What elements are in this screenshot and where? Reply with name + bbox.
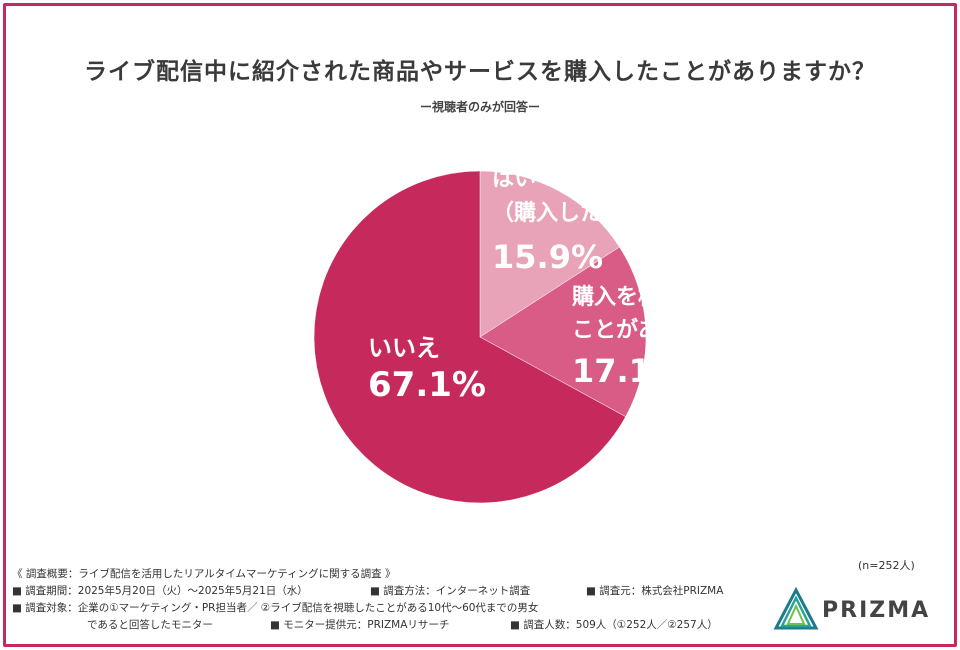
slice-3-label-line-1: いいえ — [368, 334, 440, 362]
slice-1-label-line-1: はい — [492, 167, 536, 192]
logo-text: PRIZMA — [822, 598, 931, 623]
pie-slice-2 — [479, 246, 647, 418]
slice-3-value-label: 67.1% — [368, 365, 486, 405]
pie-slice-3 — [313, 170, 626, 504]
pie-slice-1 — [479, 170, 620, 338]
notes-provider: ■ モニター提供元：PRIZMAリサーチ — [270, 619, 450, 631]
notes-period: ■ 調査期間：2025年5月20日（火）〜2025年5月21日（水） — [12, 585, 308, 597]
notes-count: ■ 調査人数：509人（①252人／②257人） — [510, 619, 718, 631]
slice-1-value-label: 15.9% — [492, 238, 603, 276]
chart-title: ライブ配信中に紹介された商品やサービスを購入したことがありますか？ — [84, 59, 876, 85]
prism-logo-icon — [773, 586, 819, 630]
slice-2-label-line-2: ことがある — [572, 317, 682, 343]
slice-1-label-line-2: （購入したことがある） — [492, 200, 734, 226]
chart-subtitle: ー視聴者のみが回答ー — [419, 100, 540, 114]
notes-source: ■ 調査元：株式会社PRIZMA — [586, 585, 724, 597]
notes-target: ■ 調査対象：企業の①マーケティング・PR担当者／ ②ライブ配信を視聴したことが… — [12, 602, 539, 614]
sample-size-note: (n=252人) — [858, 559, 915, 572]
slice-2-value-label: 17.1% — [572, 352, 683, 390]
notes-method: ■ 調査方法：インターネット調査 — [370, 585, 531, 597]
notes-heading: 《 調査概要：ライブ配信を活用したリアルタイムマーケティングに関する調査 》 — [12, 568, 396, 580]
notes-target-continued: であると回答したモニター — [87, 619, 213, 631]
slice-2-label-line-1: 購入を検討した — [572, 284, 726, 310]
prizma-logo: PRIZMA — [772, 586, 952, 634]
